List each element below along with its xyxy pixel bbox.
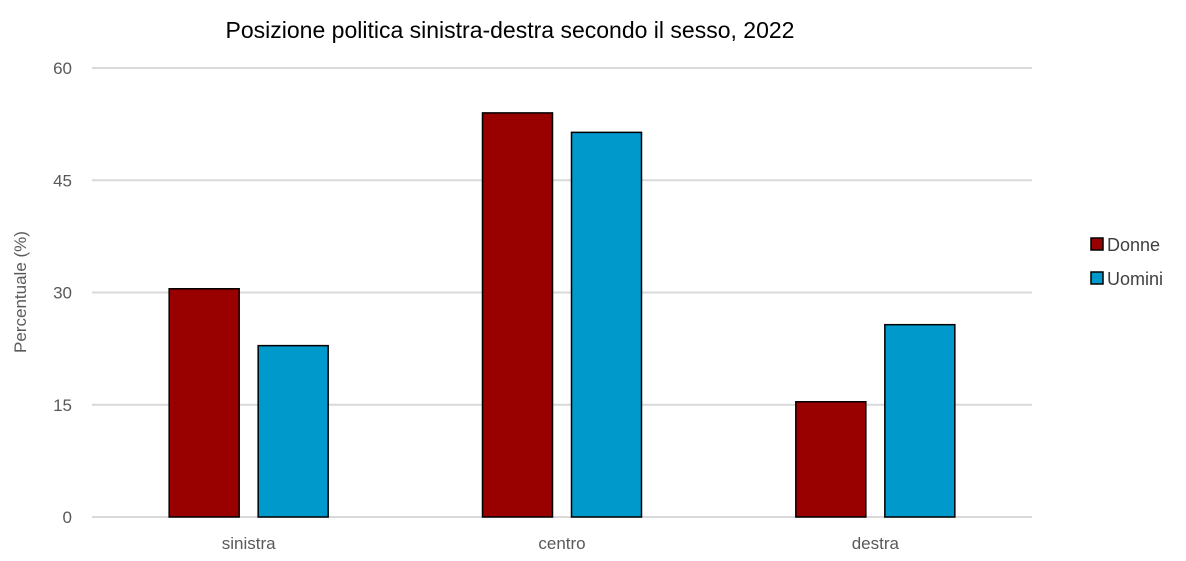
y-tick-label: 15 — [53, 396, 72, 415]
legend-label-uomini: Uomini — [1107, 269, 1163, 289]
gridlines — [92, 67, 1032, 518]
legend-label-donne: Donne — [1107, 235, 1160, 255]
y-tick-label: 30 — [53, 284, 72, 303]
y-axis-ticks: 0 15 30 45 60 — [53, 59, 72, 527]
x-tick-label: destra — [852, 534, 900, 553]
legend-swatch-uomini — [1090, 271, 1104, 285]
bar-destra-donne — [795, 401, 867, 518]
y-axis-label: Percentuale (%) — [11, 231, 30, 353]
y-tick-label: 45 — [53, 171, 72, 190]
legend-swatch-donne — [1090, 237, 1104, 251]
legend: Donne Uomini — [1090, 235, 1163, 289]
bar-centro-uomini — [570, 131, 643, 518]
bar-sinistra-uomini — [257, 344, 329, 518]
bars — [168, 112, 956, 518]
bar-sinistra-donne — [168, 288, 240, 518]
x-tick-label: centro — [538, 534, 585, 553]
bar-centro-donne — [481, 112, 554, 518]
y-tick-label: 60 — [53, 59, 72, 78]
y-tick-label: 0 — [63, 508, 72, 527]
bar-destra-uomini — [884, 323, 956, 518]
x-tick-label: sinistra — [222, 534, 276, 553]
x-axis-ticks: sinistra centro destra — [222, 534, 900, 553]
chart-title: Posizione politica sinistra-destra secon… — [226, 17, 795, 43]
